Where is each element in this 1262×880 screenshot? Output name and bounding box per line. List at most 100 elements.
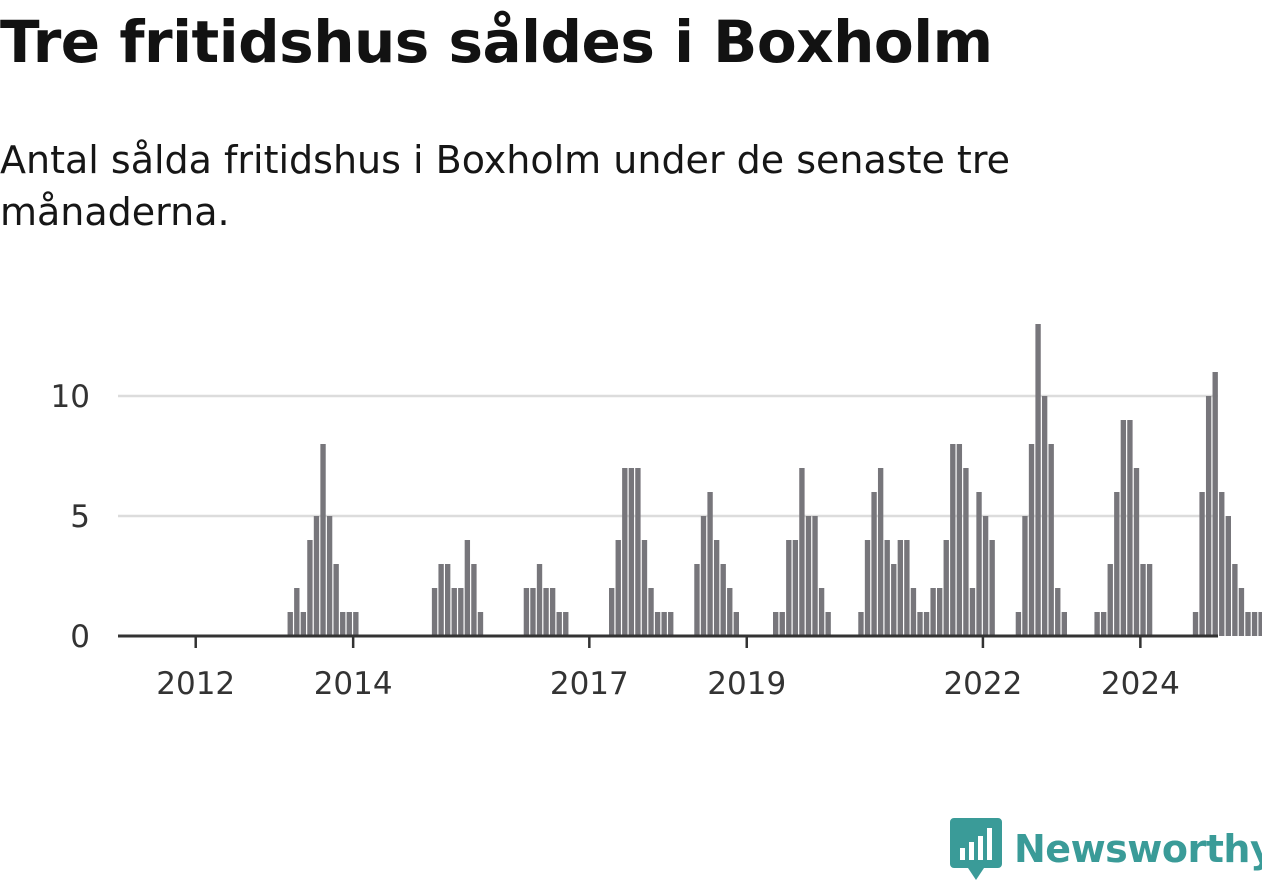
brand-name: Newsworthy: [1014, 827, 1262, 871]
bar: [1041, 396, 1048, 636]
bar: [930, 588, 936, 636]
bar: [812, 516, 818, 636]
bar: [1055, 588, 1061, 636]
bar: [471, 564, 477, 636]
bar: [340, 612, 346, 636]
bar: [1094, 612, 1100, 636]
bar: [818, 588, 825, 636]
bar: [1035, 324, 1041, 636]
bar: [458, 588, 464, 636]
x-tick-label: 2012: [156, 666, 235, 702]
bar: [1245, 612, 1251, 636]
newsworthy-logo-icon: [950, 818, 1002, 880]
bar: [294, 588, 300, 636]
bar: [609, 588, 615, 636]
bar: [622, 468, 628, 636]
bar: [779, 612, 785, 636]
bar: [451, 588, 457, 636]
bar: [1120, 420, 1127, 636]
bar: [786, 540, 792, 636]
x-tick-label: 2022: [943, 666, 1022, 702]
bar: [648, 588, 654, 636]
bar: [864, 540, 871, 636]
bar: [694, 564, 700, 636]
bar: [707, 492, 713, 636]
bar: [661, 612, 667, 636]
bar: [438, 564, 444, 636]
bar: [910, 588, 917, 636]
bar: [1225, 516, 1231, 636]
bar: [891, 564, 897, 636]
bar: [799, 468, 805, 636]
bar: [464, 540, 471, 636]
bar: [805, 516, 812, 636]
bar: [877, 468, 884, 636]
bar: [1192, 612, 1199, 636]
bar: [956, 444, 963, 636]
bar: [1028, 444, 1035, 636]
bar: [700, 516, 707, 636]
y-tick-label: 0: [70, 619, 90, 655]
bar: [1022, 516, 1028, 636]
bar: [1114, 492, 1120, 636]
bar: [884, 540, 890, 636]
x-tick-label: 2017: [550, 666, 629, 702]
bar: [313, 516, 320, 636]
bar: [635, 468, 641, 636]
bar: [1015, 612, 1022, 636]
bar: [563, 612, 569, 636]
bar: [1251, 612, 1258, 636]
bar: [1127, 420, 1133, 636]
x-tick-label: 2014: [314, 666, 393, 702]
bar: [943, 540, 949, 636]
bar: [825, 612, 831, 636]
bar: [320, 444, 326, 636]
bar: [950, 444, 956, 636]
bar: [923, 612, 930, 636]
bar: [346, 612, 352, 636]
bar: [963, 468, 969, 636]
bar: [1212, 372, 1218, 636]
bar: [1199, 492, 1205, 636]
bar: [530, 588, 536, 636]
bar: [477, 612, 484, 636]
bar: [445, 564, 451, 636]
bar: [1219, 492, 1225, 636]
bar: [431, 588, 438, 636]
bar: [713, 540, 720, 636]
bar: [668, 612, 674, 636]
bar: [897, 540, 903, 636]
bar: [989, 540, 995, 636]
bar: [720, 564, 726, 636]
chart-subtitle: Antal sålda fritidshus i Boxholm under d…: [0, 138, 1010, 234]
bar: [1101, 612, 1107, 636]
bar: [300, 612, 307, 636]
bar: [333, 564, 339, 636]
bar: [326, 516, 333, 636]
bar: [523, 588, 530, 636]
bar: [1258, 612, 1262, 636]
bar: [1238, 588, 1245, 636]
bar: [628, 468, 635, 636]
bar: [654, 612, 661, 636]
bar: [1133, 468, 1140, 636]
bar: [543, 588, 549, 636]
bar: [615, 540, 621, 636]
bar: [937, 588, 943, 636]
bar: [904, 540, 910, 636]
bar: [1061, 612, 1067, 636]
bar: [773, 612, 779, 636]
bar: [1146, 564, 1153, 636]
bar: [1232, 564, 1238, 636]
chart-title: Tre fritidshus såldes i Boxholm: [0, 8, 993, 76]
bar: [641, 540, 648, 636]
bar: [1140, 564, 1146, 636]
bar: [536, 564, 543, 636]
y-tick-label: 10: [51, 379, 90, 415]
bar: [1048, 444, 1054, 636]
bar: [976, 492, 982, 636]
bar: [969, 588, 976, 636]
bar: [549, 588, 556, 636]
bar: [871, 492, 877, 636]
